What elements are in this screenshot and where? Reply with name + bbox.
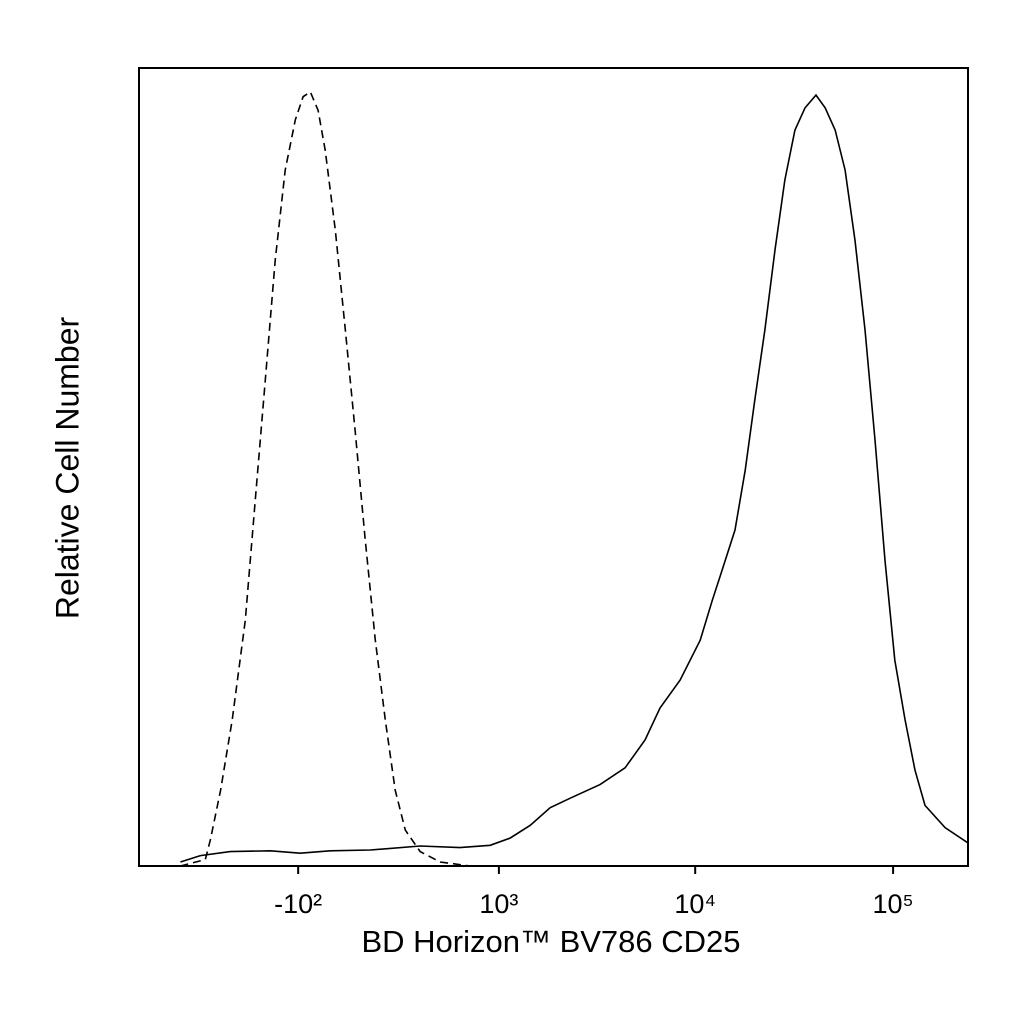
x-axis-label: BD Horizon™ BV786 CD25 (361, 924, 740, 959)
x-tick-label: 10³ (479, 889, 518, 919)
x-tick-label: -10² (274, 889, 322, 919)
histogram-line (180, 93, 969, 863)
plot-frame (138, 67, 969, 867)
x-tick-label: 10⁴ (674, 889, 716, 919)
x-tick-label: 10⁵ (872, 889, 913, 919)
histogram-line (180, 90, 471, 867)
y-axis-label: Relative Cell Number (49, 316, 85, 619)
